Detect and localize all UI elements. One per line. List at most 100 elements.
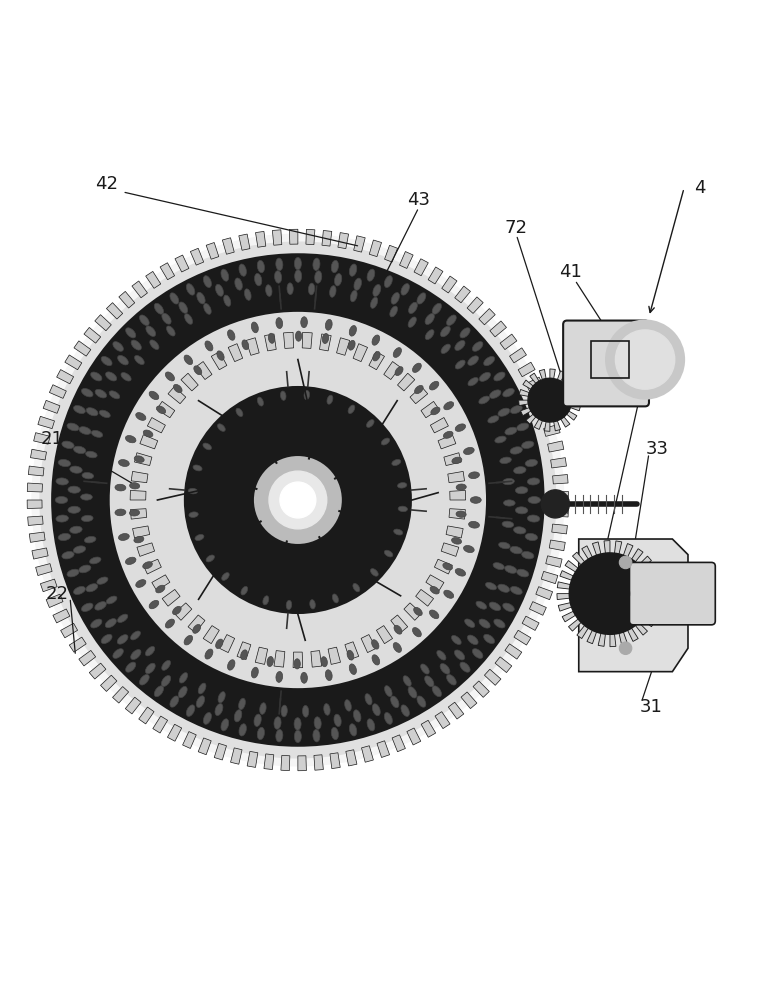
Ellipse shape — [276, 729, 283, 742]
Ellipse shape — [294, 659, 301, 669]
Ellipse shape — [370, 569, 378, 576]
Polygon shape — [549, 540, 565, 551]
Ellipse shape — [372, 655, 380, 665]
Ellipse shape — [185, 314, 193, 324]
Polygon shape — [125, 697, 141, 714]
Ellipse shape — [503, 478, 514, 485]
Ellipse shape — [162, 660, 171, 670]
Ellipse shape — [205, 341, 213, 351]
Polygon shape — [635, 622, 648, 635]
Polygon shape — [541, 571, 557, 584]
Ellipse shape — [401, 284, 410, 295]
Polygon shape — [130, 490, 146, 500]
Ellipse shape — [239, 698, 245, 710]
Text: 31: 31 — [640, 698, 662, 716]
Circle shape — [185, 387, 411, 613]
Polygon shape — [461, 692, 477, 709]
Polygon shape — [448, 471, 464, 483]
Polygon shape — [554, 491, 568, 500]
Polygon shape — [32, 548, 48, 559]
Ellipse shape — [206, 555, 215, 562]
Ellipse shape — [86, 408, 98, 416]
Ellipse shape — [372, 335, 380, 345]
Ellipse shape — [485, 582, 496, 590]
Ellipse shape — [139, 674, 150, 685]
Ellipse shape — [425, 314, 435, 324]
Polygon shape — [362, 746, 373, 762]
Polygon shape — [565, 561, 578, 572]
Polygon shape — [246, 338, 259, 355]
Ellipse shape — [349, 326, 356, 336]
Ellipse shape — [348, 340, 355, 350]
Ellipse shape — [350, 290, 357, 302]
Ellipse shape — [313, 258, 320, 271]
Ellipse shape — [172, 606, 181, 615]
Ellipse shape — [198, 683, 206, 694]
Ellipse shape — [186, 705, 195, 716]
Ellipse shape — [301, 672, 308, 683]
Ellipse shape — [446, 315, 456, 326]
Ellipse shape — [517, 423, 529, 431]
Ellipse shape — [472, 649, 483, 658]
Ellipse shape — [221, 719, 229, 731]
Ellipse shape — [92, 430, 103, 437]
Ellipse shape — [239, 264, 247, 276]
Ellipse shape — [276, 671, 283, 682]
Polygon shape — [370, 240, 381, 257]
Polygon shape — [330, 753, 341, 769]
Ellipse shape — [67, 569, 79, 577]
Ellipse shape — [321, 657, 327, 667]
Polygon shape — [532, 392, 550, 406]
Ellipse shape — [309, 283, 315, 295]
Ellipse shape — [424, 676, 434, 687]
Polygon shape — [505, 644, 521, 659]
Ellipse shape — [353, 710, 361, 722]
Ellipse shape — [118, 460, 129, 466]
Ellipse shape — [503, 603, 514, 612]
Ellipse shape — [489, 390, 501, 398]
Ellipse shape — [455, 424, 466, 431]
Polygon shape — [34, 433, 50, 444]
Polygon shape — [106, 303, 123, 319]
Ellipse shape — [414, 385, 423, 394]
Ellipse shape — [134, 536, 144, 543]
Polygon shape — [137, 543, 154, 556]
Polygon shape — [29, 532, 45, 542]
FancyBboxPatch shape — [563, 321, 649, 406]
Ellipse shape — [62, 441, 74, 449]
Ellipse shape — [408, 317, 417, 327]
Polygon shape — [539, 408, 555, 421]
Polygon shape — [27, 483, 42, 492]
Ellipse shape — [70, 526, 82, 533]
Ellipse shape — [500, 457, 511, 464]
Polygon shape — [346, 750, 357, 766]
Circle shape — [615, 330, 675, 389]
Polygon shape — [146, 271, 161, 288]
Polygon shape — [49, 385, 67, 398]
Polygon shape — [95, 315, 111, 331]
Polygon shape — [426, 575, 444, 591]
Ellipse shape — [179, 686, 187, 698]
Polygon shape — [182, 732, 197, 748]
Ellipse shape — [527, 515, 539, 522]
Ellipse shape — [432, 303, 442, 314]
Polygon shape — [283, 332, 294, 348]
Ellipse shape — [479, 396, 489, 404]
Polygon shape — [444, 453, 461, 466]
Text: 72: 72 — [505, 219, 528, 237]
Polygon shape — [510, 348, 526, 363]
Ellipse shape — [408, 687, 417, 698]
Ellipse shape — [515, 507, 528, 514]
Ellipse shape — [215, 704, 223, 716]
Polygon shape — [543, 424, 560, 436]
Ellipse shape — [222, 573, 229, 580]
Polygon shape — [311, 651, 322, 667]
Ellipse shape — [514, 467, 526, 474]
Circle shape — [110, 313, 485, 687]
Ellipse shape — [373, 704, 381, 716]
Polygon shape — [572, 395, 581, 400]
Ellipse shape — [525, 533, 538, 541]
Polygon shape — [398, 373, 415, 391]
Polygon shape — [446, 526, 464, 538]
Ellipse shape — [420, 664, 429, 674]
